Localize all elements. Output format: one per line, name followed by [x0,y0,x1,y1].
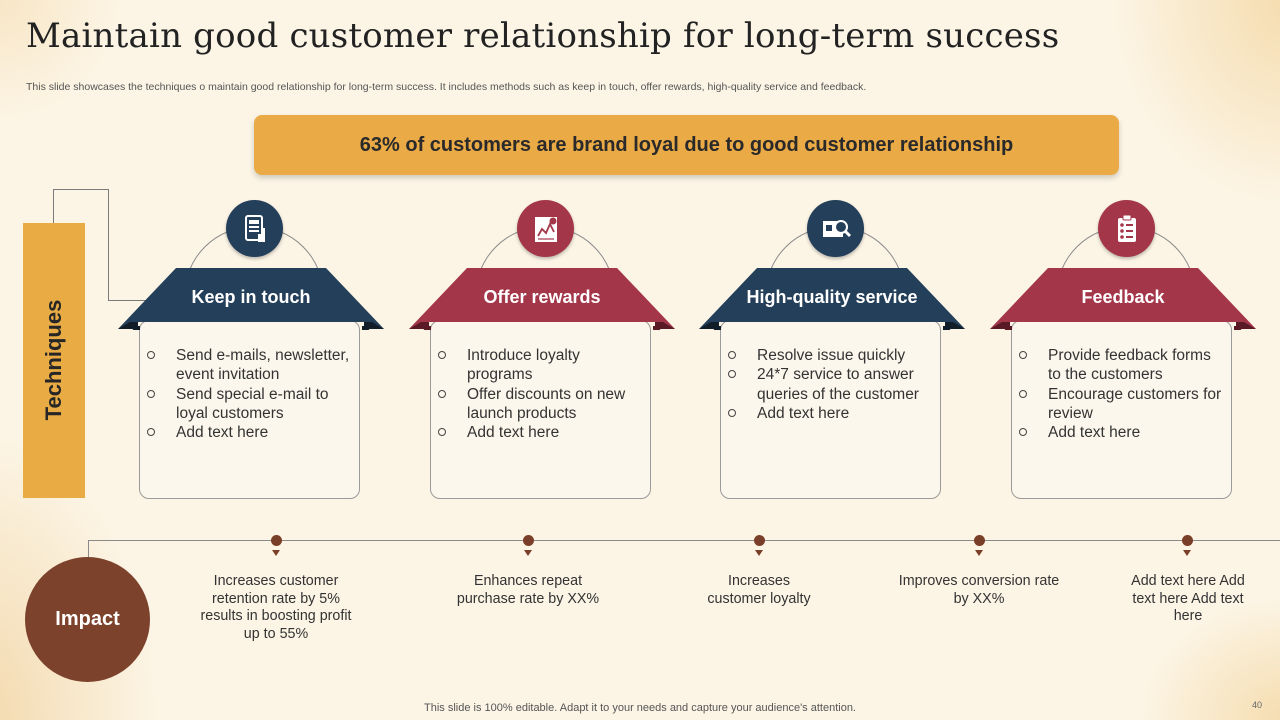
card-high-quality-service: High-quality service Resolve issue quick… [699,200,965,500]
list-item: Send e-mails, newsletter, event invitati… [144,346,354,385]
timeline-arrow [1183,550,1191,556]
list-item: Add text here [725,404,935,423]
list-item: Add text here [435,423,645,442]
timeline-dot [523,535,534,546]
magnifier-board-icon [807,200,864,257]
list-item: Introduce loyalty programs [435,346,645,385]
card-title: High-quality service [746,287,918,307]
list-item: Add text here [144,423,354,442]
impact-timeline [88,540,1280,541]
timeline-arrow [755,550,763,556]
card-title: Keep in touch [191,287,311,307]
page-title: Maintain good customer relationship for … [26,16,1060,56]
impact-text: Add text here Add text here Add text her… [1131,573,1245,625]
card-list: Resolve issue quickly 24*7 service to an… [725,346,935,423]
card-body [139,320,360,499]
techniques-connector-foot [109,300,149,301]
card-offer-rewards: Offer rewards Introduce loyalty programs… [409,200,675,500]
impact-text: Increases customer retention rate by 5% … [200,573,352,643]
impact-text: Increases customer loyalty [707,573,811,607]
impact-text: Improves conversion rate by XX% [898,573,1060,607]
list-item: Resolve issue quickly [725,346,935,365]
list-item: Encourage customers for review [1016,385,1226,424]
impact-circle: Impact [25,557,150,682]
card-feedback: Feedback Provide feedback forms to the c… [990,200,1256,500]
card-title: Feedback [1081,287,1165,307]
card-roof [990,268,1256,330]
timeline-arrow [272,550,280,556]
list-item: 24*7 service to answer queries of the cu… [725,365,935,404]
timeline-dot [754,535,765,546]
card-title: Offer rewards [483,287,601,307]
list-item: Add text here [1016,423,1226,442]
techniques-bar [23,223,85,498]
techniques-label: Techniques [41,299,66,421]
footer-note: This slide is 100% editable. Adapt it to… [424,702,856,714]
timeline-dot [974,535,985,546]
list-item: Provide feedback forms to the customers [1016,346,1226,385]
card-roof [699,268,965,330]
phone-touch-icon [226,200,283,257]
list-item: Send special e-mail to loyal customers [144,385,354,424]
page-number: 40 [1252,700,1263,710]
timeline-arrow [524,550,532,556]
card-list: Send e-mails, newsletter, event invitati… [144,346,354,442]
impact-timeline-drop [88,540,89,560]
page-subtitle: This slide showcases the techniques o ma… [26,81,867,93]
timeline-dot [271,535,282,546]
list-item: Offer discounts on new launch products [435,385,645,424]
timeline-dot [1182,535,1193,546]
card-keep-in-touch: Keep in touch Send e-mails, newsletter, … [118,200,384,500]
card-list: Introduce loyalty programs Offer discoun… [435,346,645,442]
timeline-arrow [975,550,983,556]
impact-text: Enhances repeat purchase rate by XX% [456,573,600,607]
card-list: Provide feedback forms to the customers … [1016,346,1226,442]
stat-banner: 63% of customers are brand loyal due to … [254,115,1119,175]
chart-report-icon [517,200,574,257]
card-roof [118,268,384,330]
card-roof [409,268,675,330]
card-body [720,320,941,499]
clipboard-checklist-icon [1098,200,1155,257]
